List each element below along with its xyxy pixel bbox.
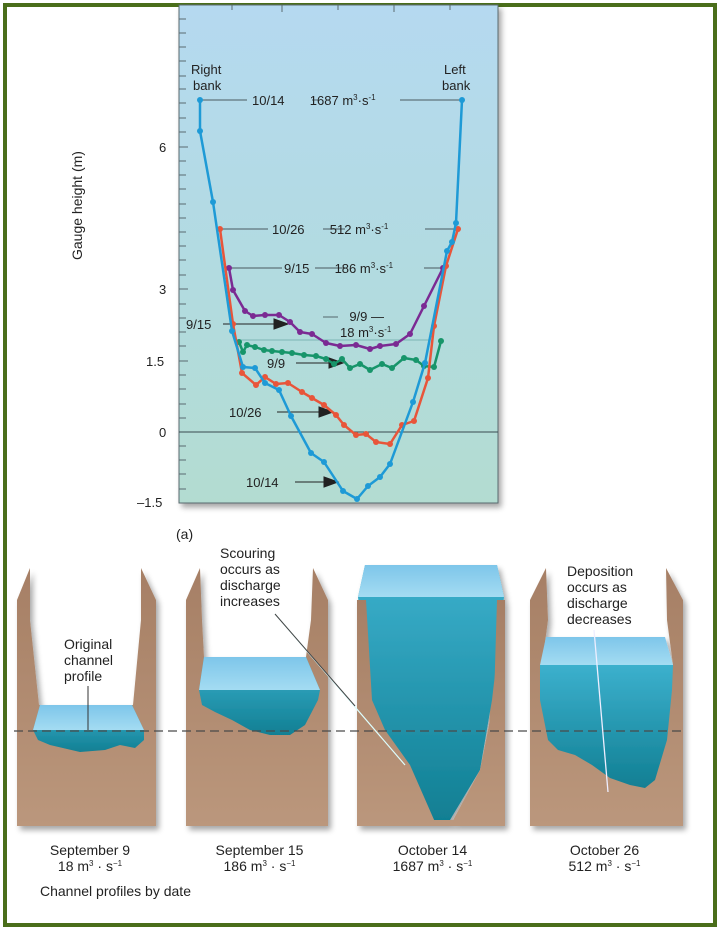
- label-oct26-arrow: 10/26: [229, 405, 262, 420]
- label-oct14-top: 10/14 1687 m3·s-1: [252, 93, 376, 108]
- ytick-6: 6: [159, 140, 167, 155]
- footer-caption: Channel profiles by date: [40, 883, 191, 899]
- y-axis-label: Gauge height (m): [69, 151, 85, 260]
- leader-lines: [200, 99, 462, 341]
- profile-block-sep9: [17, 568, 156, 826]
- note-scouring: Scouring occurs as discharge increases: [220, 545, 281, 609]
- profile-block-oct26: [530, 568, 683, 826]
- note-deposition: Deposition occurs as discharge decreases: [567, 563, 634, 627]
- label-sep15-arrow: 9/15: [186, 317, 212, 332]
- caption-oct26: October 26 512 m3 · s−1: [568, 842, 641, 874]
- label-oct26-top: 10/26 512 m3·s-1: [272, 222, 389, 237]
- right-bank-label: Right bank: [191, 62, 222, 93]
- caption-sep9: September 9 18 m3 · s−1: [49, 842, 131, 874]
- label-oct14-arrow: 10/14: [246, 475, 279, 490]
- series-oct14-points: [197, 97, 465, 502]
- scouring-note-leader-dark: [274, 613, 356, 707]
- series-oct14: [198, 99, 464, 501]
- caption-oct14: October 14 1687 m3 · s−1: [392, 842, 473, 874]
- series-oct26-points: [217, 226, 461, 447]
- profile-block-oct14: [357, 565, 505, 826]
- ytick-1-5: 1.5: [146, 354, 165, 369]
- series-oct26: [218, 228, 460, 446]
- top-ticks: [231, 5, 451, 12]
- label-sep15-top: 9/15 186 m3·s-1: [284, 261, 394, 276]
- left-bank-label: Left bank: [442, 62, 471, 93]
- label-sep9-arrow: 9/9: [267, 356, 286, 371]
- deposition-note-leader: [593, 629, 609, 793]
- label-sep9-top: 9/9 — 18 m3·s-1: [340, 309, 392, 340]
- note-original-profile: Original channel profile: [64, 636, 114, 684]
- ytick-0: 0: [159, 425, 167, 440]
- panel-a-label: (a): [176, 526, 194, 542]
- profile-block-sep15: [186, 568, 328, 826]
- caption-sep15: September 15 186 m3 · s−1: [215, 842, 304, 874]
- ytick-neg-1-5: –1.5: [137, 495, 163, 510]
- y-axis-ticks: [179, 18, 188, 490]
- ytick-3: 3: [159, 282, 167, 297]
